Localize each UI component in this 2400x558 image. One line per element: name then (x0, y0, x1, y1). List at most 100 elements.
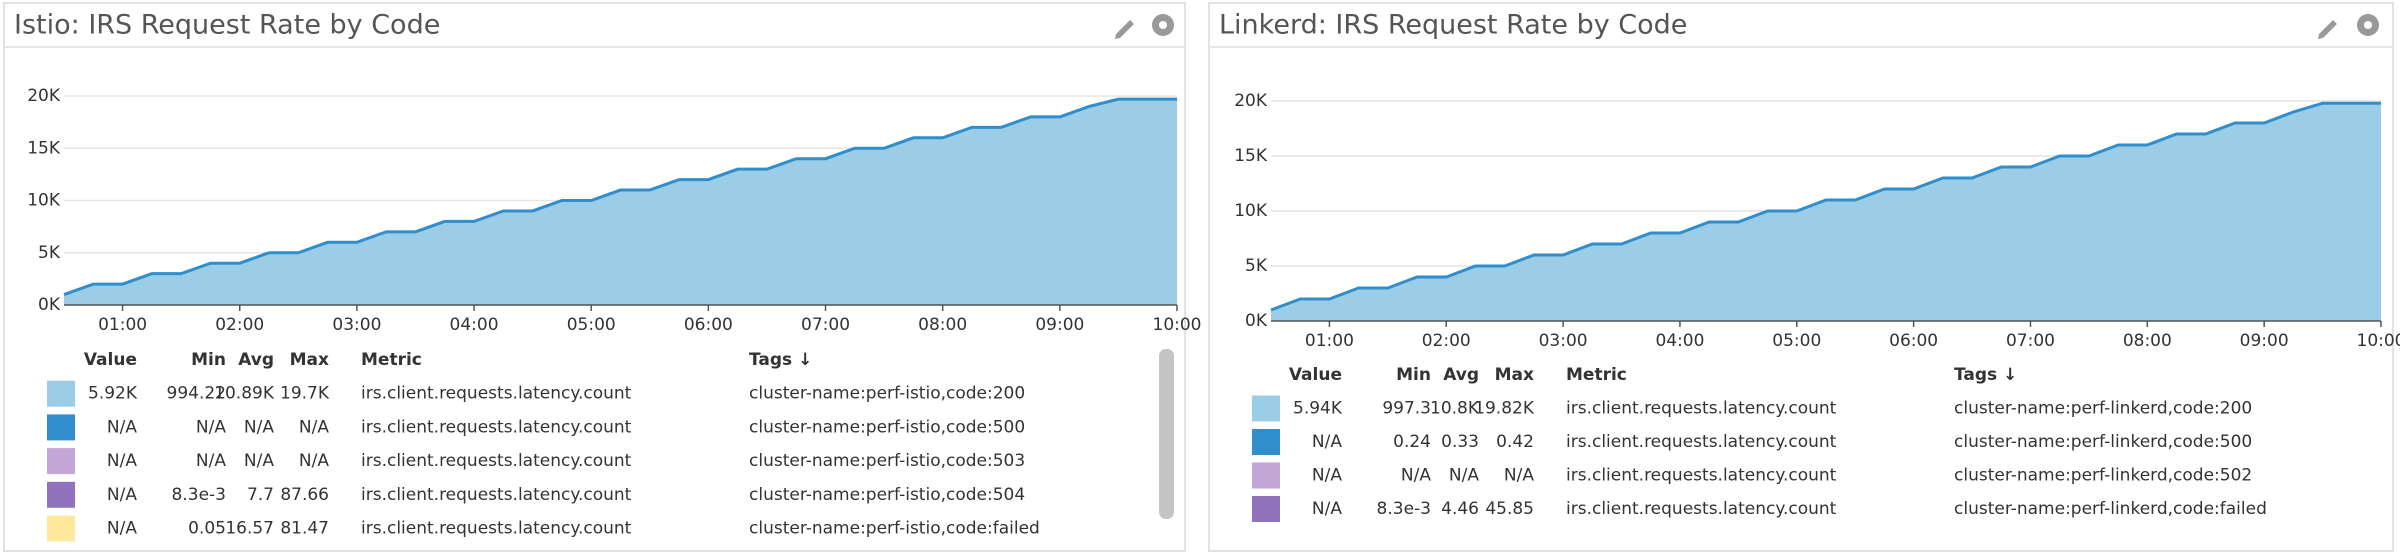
legend-header: Avg (1443, 365, 1479, 385)
legend-cell: N/A (1449, 466, 1479, 486)
legend-cell: cluster-name:perf-istio,code:503 (749, 451, 1025, 471)
legend-cell: N/A (1312, 466, 1342, 486)
x-tick-label: 08:00 (918, 315, 967, 335)
legend-cell: N/A (107, 451, 137, 471)
edit-icon[interactable] (1115, 20, 1134, 39)
y-tick-label: 20K (1234, 91, 1268, 111)
legend-cell: 19.82K (1474, 399, 1535, 419)
settings-icon[interactable] (2357, 14, 2379, 36)
x-tick-label: 07:00 (2006, 331, 2055, 351)
legend-cell: N/A (196, 451, 226, 471)
legend-cell: N/A (1312, 432, 1342, 452)
legend-cell: 81.47 (280, 519, 329, 539)
legend-swatch (1252, 462, 1280, 489)
y-tick-label: 0K (1245, 311, 1268, 331)
legend-cell: N/A (1401, 466, 1431, 486)
x-tick-label: 02:00 (1422, 331, 1471, 351)
legend-cell: cluster-name:perf-istio,code:200 (749, 384, 1025, 404)
legend-cell: 8.3e-3 (172, 485, 226, 505)
legend-cell: cluster-name:perf-istio,code:500 (749, 417, 1025, 437)
legend-cell: N/A (299, 417, 329, 437)
x-tick-label: 09:00 (1035, 315, 1084, 335)
legend-header: Max (290, 350, 329, 370)
y-tick-label: 15K (1234, 146, 1268, 166)
legend-cell: cluster-name:perf-istio,code:failed (749, 519, 1040, 539)
area (1271, 103, 2381, 321)
legend-cell: 10.8K (1430, 399, 1480, 419)
x-tick-label: 07:00 (801, 315, 850, 335)
legend-cell: cluster-name:perf-linkerd,code:200 (1954, 399, 2252, 419)
legend-cell: irs.client.requests.latency.count (1566, 432, 1837, 452)
legend-swatch (47, 515, 75, 542)
panel-title: Istio: IRS Request Rate by Code (14, 10, 440, 41)
legend-cell: irs.client.requests.latency.count (361, 519, 632, 539)
y-tick-label: 10K (1234, 201, 1268, 221)
legend-swatch (47, 481, 75, 508)
legend-cell: irs.client.requests.latency.count (1566, 399, 1837, 419)
legend-cell: irs.client.requests.latency.count (361, 451, 632, 471)
x-tick-label: 04:00 (1655, 331, 1704, 351)
x-tick-label: 05:00 (567, 315, 616, 335)
legend-cell: irs.client.requests.latency.count (361, 384, 632, 404)
legend-cell: 0.42 (1496, 432, 1534, 452)
legend-cell: N/A (196, 417, 226, 437)
legend-cell: irs.client.requests.latency.count (361, 485, 632, 505)
legend-cell: 16.57 (225, 519, 274, 539)
x-tick-label: 02:00 (215, 315, 264, 335)
legend-swatch (47, 380, 75, 407)
legend-cell: 0.33 (1441, 432, 1479, 452)
x-tick-label: 03:00 (332, 315, 381, 335)
legend-cell: N/A (107, 417, 137, 437)
x-tick-label: 09:00 (2240, 331, 2289, 351)
scrollbar[interactable] (1159, 349, 1174, 519)
legend-header: Tags ↓ (1954, 365, 2017, 385)
x-tick-label: 01:00 (1305, 331, 1354, 351)
legend-swatch (47, 414, 75, 441)
legend-cell: 5.92K (88, 384, 138, 404)
legend-cell: 7.7 (247, 485, 274, 505)
legend-cell: 997.3 (1382, 399, 1431, 419)
legend-cell: cluster-name:perf-linkerd,code:500 (1954, 432, 2252, 452)
y-tick-label: 10K (27, 191, 61, 211)
legend-cell: 8.3e-3 (1377, 499, 1431, 519)
legend-cell: 87.66 (280, 485, 329, 505)
legend-cell: 45.85 (1485, 499, 1534, 519)
line (1270, 101, 2381, 312)
x-tick-label: 10:00 (2357, 331, 2400, 351)
x-tick-label: 03:00 (1539, 331, 1588, 351)
legend-header: Min (1396, 365, 1431, 385)
legend-swatch (1252, 395, 1280, 422)
legend-cell: 5.94K (1293, 399, 1343, 419)
settings-icon[interactable] (1152, 14, 1174, 36)
legend-swatch (47, 448, 75, 475)
legend-cell: N/A (107, 485, 137, 505)
legend-cell: irs.client.requests.latency.count (361, 417, 632, 437)
edit-icon[interactable] (2318, 20, 2337, 39)
legend-header: Value (84, 350, 137, 370)
legend-cell: N/A (107, 519, 137, 539)
legend-swatch (1252, 496, 1280, 522)
y-tick-label: 5K (38, 243, 61, 263)
legend-cell: 0.24 (1393, 432, 1431, 452)
x-tick-label: 10:00 (1153, 315, 1202, 335)
legend-header: Max (1495, 365, 1534, 385)
legend-cell: irs.client.requests.latency.count (1566, 466, 1837, 486)
legend-header: Metric (361, 350, 422, 370)
x-tick-label: 04:00 (450, 315, 499, 335)
legend-cell: 4.46 (1441, 499, 1479, 519)
area (64, 99, 1177, 305)
legend-cell: cluster-name:perf-linkerd,code:502 (1954, 466, 2252, 486)
legend-cell: N/A (299, 451, 329, 471)
legend-cell: N/A (1312, 499, 1342, 519)
y-tick-label: 0K (38, 295, 61, 315)
panel-title: Linkerd: IRS Request Rate by Code (1219, 10, 1687, 41)
legend-swatch (1252, 429, 1280, 455)
legend-cell: 19.7K (280, 384, 330, 404)
legend-header: Avg (238, 350, 274, 370)
x-tick-label: 06:00 (684, 315, 733, 335)
x-tick-label: 01:00 (98, 315, 147, 335)
y-tick-label: 5K (1245, 256, 1268, 276)
legend-cell: cluster-name:perf-linkerd,code:failed (1954, 499, 2267, 519)
legend-cell: cluster-name:perf-istio,code:504 (749, 485, 1025, 505)
